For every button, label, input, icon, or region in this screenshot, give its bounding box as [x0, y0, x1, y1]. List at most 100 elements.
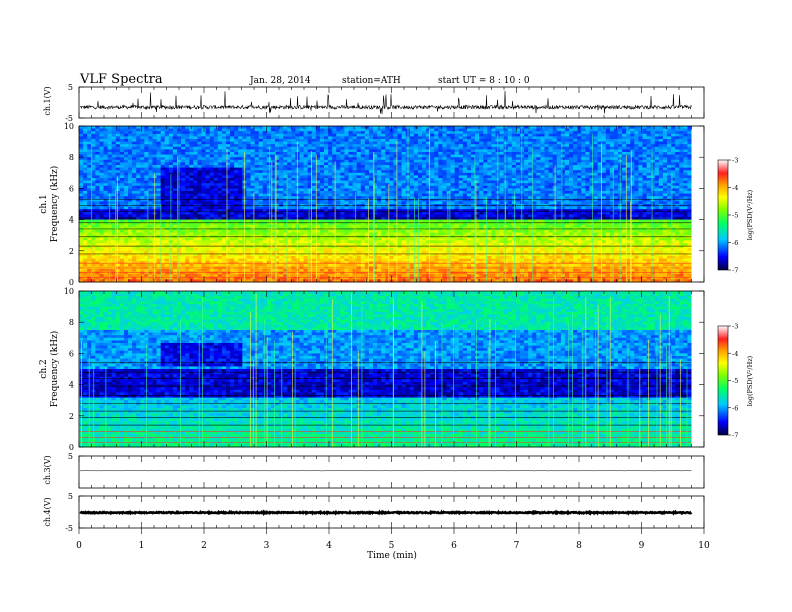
spectrogram-cell: [87, 136, 92, 140]
spectrogram-cell: [430, 154, 435, 158]
spectrogram-cell: [593, 128, 598, 132]
spectrogram-cell: [683, 165, 688, 168]
spectrogram-cell: [548, 131, 554, 135]
spectrogram-cell: [377, 144, 382, 148]
spectrogram-cell: [279, 172, 284, 176]
spectrogram-cell: [381, 159, 386, 163]
spectrogram-cell: [593, 188, 598, 192]
spectrogram-cell: [209, 128, 215, 132]
spectrogram-cell: [172, 139, 178, 142]
spectrogram-cell: [597, 136, 603, 140]
spectrogram-cell: [662, 133, 668, 137]
spectrogram-cell: [487, 175, 492, 179]
spectrogram-cell: [299, 185, 304, 189]
spectrogram-cell: [520, 170, 525, 174]
spectrogram-cell: [626, 193, 631, 197]
spectrogram-cell: [148, 206, 153, 210]
spectrogram-cell: [381, 141, 386, 145]
spectrogram-cell: [213, 136, 219, 140]
spectrogram-cell: [324, 133, 329, 137]
spectrogram-cell: [417, 149, 423, 153]
spectrogram-cell: [564, 172, 570, 176]
spectrogram-cell: [520, 141, 525, 145]
spectrogram-cell: [148, 149, 153, 153]
spectrogram-cell: [662, 144, 668, 148]
spectrogram-cell: [91, 172, 96, 176]
spectrogram-cell: [495, 128, 500, 132]
spectrogram-cell: [654, 198, 660, 202]
spectrogram-cell: [409, 206, 415, 210]
spectrogram-cell: [417, 157, 423, 161]
spectrogram-cell: [397, 172, 402, 176]
spectrogram-cell: [393, 133, 398, 137]
spectrogram-cell: [201, 172, 206, 176]
spectrogram-cell: [262, 172, 268, 176]
spectrogram-cell: [466, 126, 472, 129]
spectrogram-cell: [601, 152, 607, 155]
spectrogram-cell: [123, 139, 129, 142]
spectrogram-cell: [226, 152, 231, 155]
spectrogram-cell: [560, 141, 566, 145]
spectrogram-cell: [658, 126, 664, 129]
spectrogram-cell: [622, 144, 627, 148]
spectrogram-cell: [91, 167, 96, 171]
spectrogram-cell: [221, 144, 227, 148]
spectrogram-cell: [107, 167, 113, 171]
spectrogram-cell: [148, 152, 153, 155]
spectrogram-cell: [613, 133, 619, 137]
spectrogram-cell: [99, 165, 104, 168]
spectrogram-cell: [556, 191, 562, 194]
spectrogram-cell: [197, 131, 202, 135]
spectrogram-cell: [275, 193, 280, 197]
spectrogram-cell: [87, 206, 92, 210]
spectrogram-cell: [123, 136, 129, 140]
spectrogram-cell: [613, 193, 619, 197]
spectrogram-cell: [164, 146, 170, 150]
spectrogram-cell: [622, 157, 627, 161]
spectrogram-cell: [507, 149, 513, 153]
spectrogram-cell: [115, 159, 121, 163]
spectrogram-cell: [315, 167, 321, 171]
spectrogram-cell: [197, 139, 202, 142]
spectrogram-cell: [393, 152, 398, 155]
spectrogram-cell: [503, 152, 509, 155]
spectrogram-cell: [540, 149, 545, 153]
spectrogram-cell: [573, 159, 578, 163]
spectrogram-cell: [79, 188, 84, 192]
spectrogram-cell: [193, 206, 198, 210]
spectrogram-cell: [258, 162, 264, 166]
spectrogram-cell: [156, 191, 162, 194]
spectrogram-cell: [107, 188, 113, 192]
spectrogram-cell: [646, 198, 652, 202]
spectrogram-cell: [413, 196, 419, 200]
spectrogram-cell: [140, 183, 145, 187]
spectrogram-cell: [340, 157, 345, 161]
spectrogram-cell: [283, 196, 288, 200]
spectrogram-cell: [622, 193, 627, 197]
spectrogram-cell: [520, 165, 525, 168]
spectrogram-cell: [258, 183, 264, 187]
spectrogram-cell: [303, 165, 309, 168]
spectrogram-cell: [238, 126, 243, 129]
spectrogram-cell: [148, 159, 153, 163]
spectrogram-cell: [148, 154, 153, 158]
spectrogram-cell: [638, 170, 643, 174]
spectrogram-cell: [487, 136, 492, 140]
spectrogram-cell: [266, 188, 272, 192]
spectrogram-cell: [454, 128, 460, 132]
spectrogram-cell: [307, 162, 313, 166]
spectrogram-cell: [687, 136, 692, 140]
spectrogram-cell: [160, 152, 166, 155]
spectrogram-cell: [552, 131, 558, 135]
spectrogram-cell: [409, 209, 415, 213]
spectrogram-cell: [634, 146, 639, 150]
spectrogram-cell: [226, 162, 231, 166]
spectrogram-cell: [426, 193, 431, 197]
spectrogram-cell: [532, 146, 537, 150]
spectrogram-cell: [242, 136, 247, 140]
spectrogram-cell: [393, 178, 398, 181]
spectrogram-cell: [332, 159, 337, 163]
spectrogram-cell: [107, 131, 113, 135]
spectrogram-cell: [397, 131, 402, 135]
spectrogram-cell: [368, 201, 374, 205]
